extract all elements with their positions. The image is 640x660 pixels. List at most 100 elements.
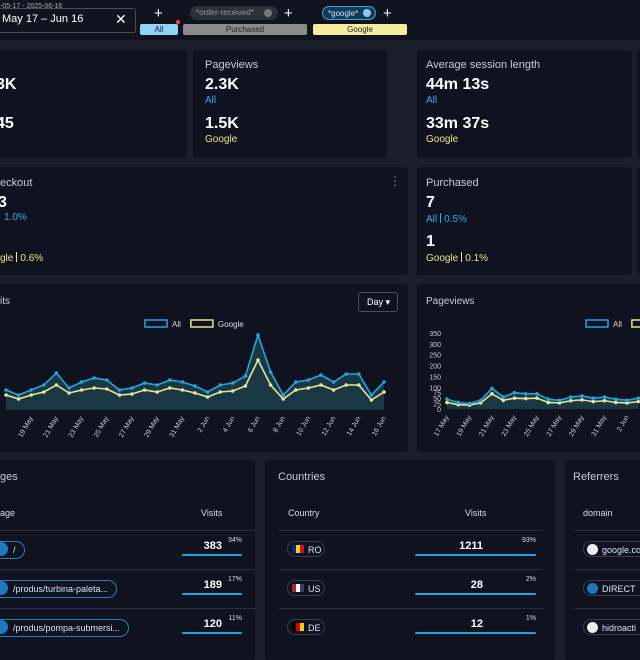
page-link[interactable]: / [0,541,25,559]
page-link[interactable]: /produs/pompa-submersi... [0,619,130,637]
column-header: age [0,508,16,518]
separator [461,252,463,262]
card [0,50,187,158]
share-bar [415,593,536,595]
date-picker[interactable] [0,8,136,33]
clear-date[interactable]: ✕ [115,11,127,27]
visits: 189 [203,579,222,591]
column-header: domain [583,508,613,518]
card [637,50,640,158]
country-chip: US [287,580,325,596]
referrer-chip[interactable]: DIRECT [583,580,640,596]
panel-title: Countries [278,471,326,483]
segment-name: gle [0,253,14,264]
segment-filter[interactable]: *google* [322,6,376,20]
countries-panel [265,460,555,660]
share: 1% [525,615,536,622]
segment-label[interactable]: All [140,24,178,35]
share-bar [182,593,242,595]
separator [573,530,640,531]
card-secondary-label: gle 0.6% [0,252,43,264]
separator [16,252,18,262]
rate: 0.5% [444,214,467,225]
referrer-icon [587,583,598,594]
flag [292,584,304,592]
card-primary: 2.3K [205,76,239,93]
card-secondary-label: Google 0.1% [426,252,488,264]
column-header: Visits [465,508,487,518]
card-title: Average session length [426,59,541,71]
column-header: Visits [201,508,223,518]
rate: 0.1% [465,253,489,264]
flag [292,623,304,631]
share: 11% [228,615,243,622]
date-range: May 17 – Jun 16 [2,13,84,25]
referrers-panel [565,460,640,660]
separator [278,530,543,531]
add-filter[interactable]: + [154,5,163,22]
row-icon [0,542,8,556]
card-primary: 3 [0,194,7,211]
column-header: Country [288,508,320,518]
share: 2% [525,576,536,583]
referrer-icon [587,544,598,555]
card-primary-label: All [426,95,438,106]
referrer-chip[interactable]: hidroacti [583,619,640,635]
rate: 0.6% [20,253,44,264]
country-chip: DE [287,619,325,635]
visits: 12 [470,618,483,630]
share: 93% [521,537,536,544]
card-secondary-label: Google [426,134,459,145]
share-bar [415,554,536,556]
segment-name: Google [426,253,459,264]
separator [0,569,255,570]
flag [292,545,304,553]
panel-title: ges [0,471,18,483]
segment-label[interactable]: Google [313,24,407,35]
separator [0,530,255,531]
visits: 1211 [459,540,483,552]
separator [573,569,640,570]
card [417,167,632,275]
separator [278,608,543,609]
card-primary: 3K [0,76,17,93]
separator [440,213,442,223]
remove-filter[interactable] [363,9,371,17]
row-icon [0,581,8,595]
share-bar [182,554,242,556]
visits: 120 [203,618,222,630]
remove-filter[interactable] [264,9,272,17]
segment-filter[interactable]: *order-received* [190,6,278,20]
add-filter[interactable]: + [284,5,293,22]
segment-label[interactable]: Purchased [183,24,307,35]
card-secondary: 1.5K [205,115,239,132]
visits: 28 [470,579,483,591]
card-menu[interactable]: ⋮ [389,174,401,188]
card [193,50,387,158]
card-primary: 7 [426,194,435,211]
segment-name: All [426,214,438,225]
page-link[interactable]: /produs/turbina-paleta... [0,580,118,598]
interval-dropdown[interactable]: Day ▾ [358,292,398,312]
card-primary-label: All [205,95,217,106]
referrer-icon [587,622,598,633]
add-filter[interactable]: + [383,5,392,22]
card-primary-rate: 1.0% [4,212,27,223]
chart-panel [417,284,640,452]
date-range-full: -05-17 - 2025-06-16 [0,3,63,10]
card [0,167,408,275]
card [417,50,632,158]
share: 17% [227,576,242,583]
share-bar [182,632,242,634]
indicator-dot [176,20,180,24]
card-primary-label: All 0.5% [426,213,467,225]
referrer-chip[interactable]: google.co [583,541,640,557]
card-title: Purchased [426,177,479,189]
share: 34% [227,537,242,544]
share-bar [415,632,536,634]
card-primary: 44m 13s [426,76,490,93]
chart-panel [0,284,408,452]
visits: 383 [203,540,222,552]
card-title: eckout [0,177,33,189]
